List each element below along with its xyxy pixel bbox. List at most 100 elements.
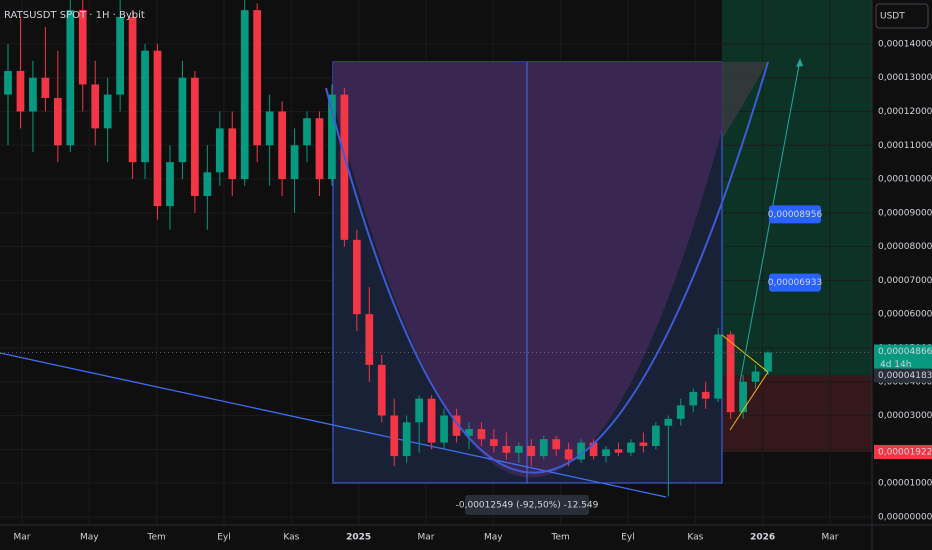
y-tick-label: 0,00009000: [878, 208, 932, 218]
candle-body: [203, 172, 212, 196]
chart-title: RATSUSDT SPOT · 1H · Bybit: [4, 10, 145, 21]
candle-body: [29, 77, 37, 112]
target-box: [769, 273, 821, 292]
candle-body: [128, 16, 137, 163]
wedge-lower: [729, 371, 769, 431]
candle-body: [639, 442, 648, 446]
candle-body: [328, 94, 336, 180]
candle-body: [153, 50, 162, 207]
candle-body: [402, 422, 411, 457]
candle-body: [166, 162, 174, 207]
candle-body: [66, 10, 75, 146]
profit-zone: [722, 0, 872, 376]
target-label: 0,00006933: [768, 278, 822, 288]
candle-body: [415, 398, 424, 423]
candle-body: [4, 70, 12, 95]
candle-body: [78, 10, 87, 85]
x-tick-label: Mar: [822, 533, 839, 543]
cup-curve: [325, 61, 769, 474]
candle-body: [191, 77, 199, 196]
last-price-label: 0,00004866: [878, 347, 932, 357]
x-tick-label: Kas: [283, 533, 299, 543]
candle-body: [652, 425, 660, 446]
candle-body: [527, 445, 536, 457]
arrow-head: [796, 58, 803, 67]
candle-body: [290, 145, 299, 180]
currency: USDT: [880, 12, 905, 22]
x-tick-label: Tem: [551, 533, 570, 543]
x-tick-label: May: [80, 533, 99, 543]
candle-body: [215, 128, 224, 173]
x-tick-label: May: [484, 533, 503, 543]
y-tick-label: 0,00001000: [878, 479, 932, 489]
cup-edge: [722, 62, 768, 140]
candle-body: [689, 391, 698, 406]
candle-body: [477, 429, 486, 440]
x-tick-label: 2026: [750, 533, 775, 543]
candle-body: [315, 118, 324, 180]
candle-body: [502, 445, 511, 453]
trend-line: [0, 352, 667, 498]
y-tick-label: 0,00013000: [878, 73, 932, 83]
measure-box: [465, 495, 589, 515]
x-tick-label: Mar: [14, 533, 31, 543]
candle-body: [141, 50, 149, 163]
entry-box: [874, 368, 932, 383]
x-tick-label: Kas: [687, 533, 703, 543]
candle-body: [116, 16, 124, 95]
candle-body: [589, 442, 598, 457]
candle-body: [577, 442, 585, 460]
y-tick-label: 0,00008000: [878, 242, 932, 252]
measure-label: -0,00012549 (-92,50%) -12.549: [456, 501, 599, 511]
candle-body: [352, 239, 361, 315]
candles: [4, 0, 772, 497]
candle-body: [751, 371, 760, 382]
y-tick-label: 0,00014000: [878, 39, 932, 49]
candle-body: [365, 314, 374, 365]
candle-body: [514, 445, 523, 453]
candle-body: [303, 118, 311, 146]
candle-body: [490, 439, 498, 446]
x-tick-label: Tem: [147, 533, 166, 543]
countdown: 4d 14h: [880, 360, 911, 370]
candle-body: [564, 449, 573, 460]
candle-body: [377, 364, 386, 416]
candle-body: [41, 77, 50, 98]
stop-label: 0,00001922: [878, 447, 932, 457]
candle-body: [627, 442, 635, 453]
y-tick-label: 0,00012000: [878, 107, 932, 117]
candle-body: [253, 10, 262, 146]
x-tick-label: Eyl: [621, 533, 635, 543]
overlays: 0,000000000,000010000,000020000,00003000…: [0, 39, 932, 543]
candle-body: [714, 334, 723, 399]
stop-box: [874, 444, 932, 459]
candle-body: [764, 352, 772, 372]
x-tick-label: Eyl: [217, 533, 231, 543]
candle-body: [602, 449, 610, 457]
candle-body: [427, 398, 436, 443]
currency-box[interactable]: [875, 3, 929, 29]
candle-body: [726, 334, 735, 413]
candle-body: [676, 405, 685, 419]
candle-body: [739, 381, 747, 413]
candle-body: [340, 94, 349, 240]
y-tick-label: 0,00011000: [878, 141, 932, 151]
candle-body: [103, 94, 112, 129]
candle-body: [240, 10, 249, 180]
candle-body: [701, 391, 710, 399]
candle-body: [552, 439, 561, 450]
candle-body: [664, 418, 673, 426]
candle-body: [265, 111, 274, 146]
y-tick-label: 0,00006000: [878, 310, 932, 320]
candle-body: [53, 97, 62, 146]
candle-body: [452, 415, 461, 436]
x-tick-label: Mar: [418, 533, 435, 543]
y-tick-label: 0,00003000: [878, 411, 932, 421]
candle-body: [178, 77, 187, 163]
candle-body: [614, 449, 623, 453]
y-tick-label: 0,00010000: [878, 175, 932, 185]
target-box: [769, 205, 821, 224]
entry-label: 0,00004183: [878, 371, 932, 381]
target-label: 0,00008956: [768, 210, 823, 220]
